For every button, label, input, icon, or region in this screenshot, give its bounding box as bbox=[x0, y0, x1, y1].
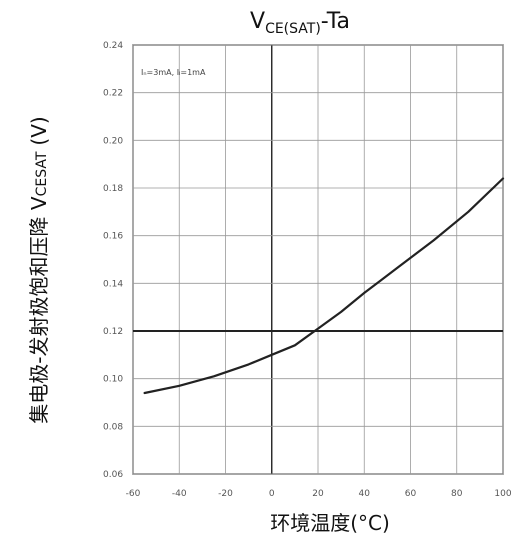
y-axis-title-subscript: CESAT bbox=[34, 151, 50, 196]
x-tick-labels: -60 -40 -20 0 20 40 60 80 100 bbox=[126, 489, 512, 499]
y-tick-label-8: 0.22 bbox=[103, 89, 123, 99]
y-tick-label-9: 0.24 bbox=[103, 41, 123, 51]
chart-title: VCE(SAT)-Ta bbox=[250, 9, 350, 37]
y-tick-label-3: 0.12 bbox=[103, 327, 123, 337]
series-line-0 bbox=[143, 177, 505, 395]
x-tick-label-1: -40 bbox=[172, 489, 187, 499]
chart-title-subscript: CE(SAT) bbox=[265, 21, 321, 37]
y-tick-label-4: 0.14 bbox=[103, 279, 123, 289]
x-tick-label-6: 60 bbox=[405, 489, 417, 499]
y-axis-title: 集电极-发射极饱和压降 VCESAT (V) bbox=[27, 116, 51, 423]
x-tick-label-2: -20 bbox=[218, 489, 233, 499]
grid-vertical-lines bbox=[132, 45, 504, 474]
x-tick-label-3: 0 bbox=[269, 489, 275, 499]
y-axis-title-unit: (V) bbox=[27, 116, 51, 145]
x-tick-label-4: 20 bbox=[312, 489, 324, 499]
x-tick-label-8: 100 bbox=[494, 489, 511, 499]
x-tick-label-0: -60 bbox=[126, 489, 141, 499]
chart-title-main: V bbox=[250, 9, 265, 34]
y-tick-label-2: 0.10 bbox=[103, 375, 123, 385]
chart-title-suffix: -Ta bbox=[321, 9, 350, 34]
y-tick-label-1: 0.08 bbox=[103, 422, 123, 432]
y-tick-label-5: 0.16 bbox=[103, 232, 123, 242]
x-tick-label-5: 40 bbox=[359, 489, 371, 499]
y-tick-labels: 0.06 0.08 0.10 0.12 0.14 0.16 0.18 0.20 0.22 0.24 bbox=[103, 41, 123, 480]
x-axis-title: 环境温度(°C) bbox=[270, 511, 390, 535]
condition-annotation: Iₙ=3mA, Iₗ=1mA bbox=[141, 68, 206, 77]
x-tick-label-7: 80 bbox=[451, 489, 463, 499]
data-series bbox=[143, 177, 505, 395]
y-tick-label-0: 0.06 bbox=[103, 470, 123, 480]
y-tick-label-6: 0.18 bbox=[103, 184, 123, 194]
y-tick-label-7: 0.20 bbox=[103, 136, 123, 146]
y-axis-title-main: 集电极-发射极饱和压降 V bbox=[27, 196, 51, 424]
